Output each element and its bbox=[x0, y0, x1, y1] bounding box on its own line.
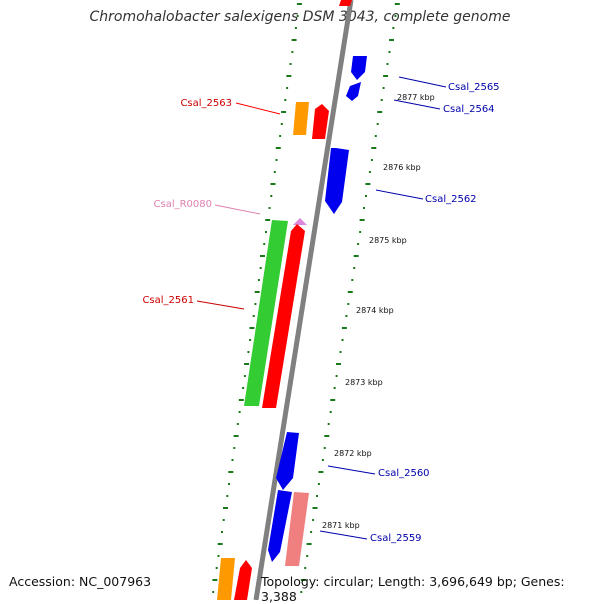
gene-label-csal-r0080: Csal_R0080 bbox=[154, 199, 213, 210]
scale-label: 2871 kbp bbox=[322, 521, 360, 530]
gene-label-csal-2564: Csal_2564 bbox=[443, 104, 495, 115]
gene-csal-2561 bbox=[244, 220, 288, 406]
gene-label-csal-2565: Csal_2565 bbox=[448, 82, 500, 93]
rrna-csal-2563 bbox=[293, 102, 309, 135]
cds-csal-2565 bbox=[351, 56, 367, 80]
trna-csal-r0080 bbox=[293, 218, 307, 225]
gene-label-csal-2562: Csal_2562 bbox=[425, 194, 477, 205]
gene-label-csal-2559: Csal_2559 bbox=[370, 533, 422, 544]
cds-csal-2563 bbox=[312, 104, 329, 139]
cds-forward-bottom bbox=[234, 560, 252, 600]
cds-csal-2562 bbox=[325, 148, 349, 214]
cds-csal-2564 bbox=[346, 82, 361, 101]
cds-csal-2559-reverse bbox=[268, 490, 292, 562]
scale-label: 2874 kbp bbox=[356, 306, 394, 315]
scale-labels: 2877 kbp 2876 kbp 2875 kbp 2874 kbp 2873… bbox=[322, 93, 435, 530]
scale-label: 2877 kbp bbox=[397, 93, 435, 102]
gene-label-csal-2563: Csal_2563 bbox=[180, 98, 232, 109]
pseudo-csal-2559 bbox=[285, 492, 309, 566]
gene-label-csal-2561: Csal_2561 bbox=[142, 295, 194, 306]
cds-csal-2560 bbox=[276, 432, 299, 490]
gene-labels: Csal_2563 Csal_R0080 Csal_2561 Csal_2565… bbox=[142, 82, 499, 544]
gene-label-csal-2560: Csal_2560 bbox=[378, 468, 430, 479]
cds-csal-2561 bbox=[262, 224, 305, 408]
scale-label: 2872 kbp bbox=[334, 449, 372, 458]
genome-backbone bbox=[253, 0, 354, 600]
cds-forward-top-partial bbox=[339, 0, 352, 6]
features bbox=[217, 0, 367, 600]
scale-label: 2873 kbp bbox=[345, 378, 383, 387]
label-leaders bbox=[196, 76, 447, 540]
map-title: Chromohalobacter salexigens DSM 3043, co… bbox=[89, 9, 511, 25]
rrna-bottom bbox=[217, 558, 235, 600]
scale-label: 2875 kbp bbox=[369, 236, 407, 245]
scale-label: 2876 kbp bbox=[383, 163, 421, 172]
tick-tracks bbox=[212, 3, 400, 593]
accession-label: Accession: NC_007963 bbox=[9, 574, 152, 589]
